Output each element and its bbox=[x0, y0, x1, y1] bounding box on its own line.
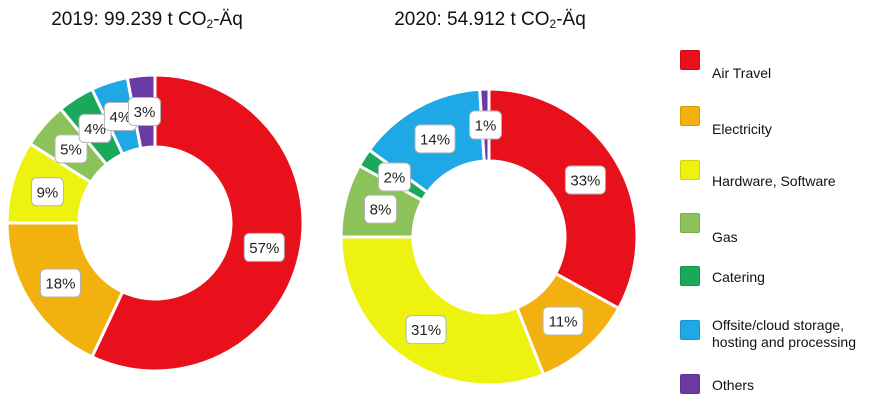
chart-title-2019: 2019: 99.239 t CO2-Äq bbox=[51, 9, 243, 31]
data-label-text: 5% bbox=[60, 141, 82, 158]
legend-label-hardware-software: Hardware, Software bbox=[712, 173, 836, 189]
data-label-2019-catering: 4% bbox=[78, 113, 112, 143]
data-label-2020-others: 1% bbox=[468, 110, 502, 140]
legend-label-others: Others bbox=[712, 377, 755, 393]
data-label-box bbox=[54, 134, 88, 164]
data-label-text: 11% bbox=[549, 314, 578, 331]
data-label-2019-air-travel: 57% bbox=[243, 232, 285, 262]
data-label-text: 18% bbox=[45, 276, 75, 293]
data-labels-2020: 33% 11% 31% 8% 2% 14% 1% bbox=[364, 110, 606, 345]
legend-swatch-offsite-cloud bbox=[680, 320, 700, 340]
data-label-2019-gas: 5% bbox=[54, 134, 88, 164]
data-label-text: 8% bbox=[370, 202, 392, 219]
data-label-text: 4% bbox=[110, 109, 132, 126]
data-label-box bbox=[414, 124, 456, 154]
legend-swatch-air-travel bbox=[680, 50, 700, 70]
legend-label-gas: Gas bbox=[712, 229, 738, 245]
legend-swatch-gas bbox=[680, 213, 700, 233]
data-label-box bbox=[377, 162, 411, 192]
legend-swatch-catering bbox=[680, 266, 700, 286]
legend-swatch-others bbox=[680, 374, 700, 394]
legend-swatch-hardware-software bbox=[680, 160, 700, 180]
data-label-2020-hardware-software: 31% bbox=[405, 315, 447, 345]
data-label-text: 31% bbox=[411, 322, 441, 339]
data-label-2019-hardware-software: 9% bbox=[30, 177, 64, 207]
donut-2019: 57%18%9%5%4%4% 3% bbox=[5, 73, 305, 373]
legend-label-catering: Catering bbox=[712, 269, 765, 285]
data-label-text: 9% bbox=[37, 184, 59, 201]
data-labels-2019: 57%18%9%5%4%4% 3% bbox=[30, 96, 285, 298]
data-label-box bbox=[542, 306, 584, 336]
legend-label-offsite-cloud: Offsite/cloud storage, hosting and proce… bbox=[712, 317, 856, 350]
data-label-2019-others: 3% bbox=[127, 96, 161, 126]
data-label-2020-catering: 2% bbox=[377, 162, 411, 192]
data-label-text: 57% bbox=[249, 240, 279, 257]
data-label-box bbox=[364, 194, 398, 224]
chart-title-2020: 2020: 54.912 t CO2-Äq bbox=[394, 9, 586, 31]
data-label-box bbox=[564, 165, 606, 195]
donut-2020: 33% 11% 31% 8% 2% 14% 1% bbox=[339, 87, 639, 387]
legend-label-air-travel: Air Travel bbox=[712, 65, 772, 81]
donut-charts: 57%18%9%5%4%4% 3%33%11%31%8%2%14%1% bbox=[5, 73, 639, 387]
slice-2019-air-travel bbox=[90, 73, 305, 373]
data-label-2020-gas: 8% bbox=[364, 194, 398, 224]
data-label-2019-electricity: 18% bbox=[39, 268, 81, 298]
data-label-text: 1% bbox=[475, 118, 497, 135]
data-label-text: 3% bbox=[134, 104, 156, 121]
legend: Air Travel Electricity Hardware, Softwar… bbox=[672, 0, 881, 394]
data-label-2020-offsite-cloud-storage-hosting-and-processing: 14% bbox=[414, 124, 456, 154]
legend-label-electricity: Electricity bbox=[712, 121, 772, 137]
data-label-text: 14% bbox=[420, 131, 450, 148]
data-label-text: 4% bbox=[84, 121, 106, 138]
data-label-box bbox=[243, 232, 285, 262]
slice-2020-hardware-software bbox=[339, 235, 545, 387]
data-label-box bbox=[39, 268, 81, 298]
data-label-text: 2% bbox=[384, 169, 406, 186]
data-label-box bbox=[127, 96, 161, 126]
data-label-2020-electricity: 11% bbox=[542, 306, 584, 336]
data-label-box bbox=[405, 315, 447, 345]
data-label-box bbox=[30, 177, 64, 207]
legend-swatch-electricity bbox=[680, 106, 700, 126]
data-label-text: 33% bbox=[570, 172, 600, 189]
data-label-2020-air-travel: 33% bbox=[564, 165, 606, 195]
data-label-box bbox=[468, 110, 502, 140]
slice-2020-air-travel bbox=[487, 87, 639, 310]
